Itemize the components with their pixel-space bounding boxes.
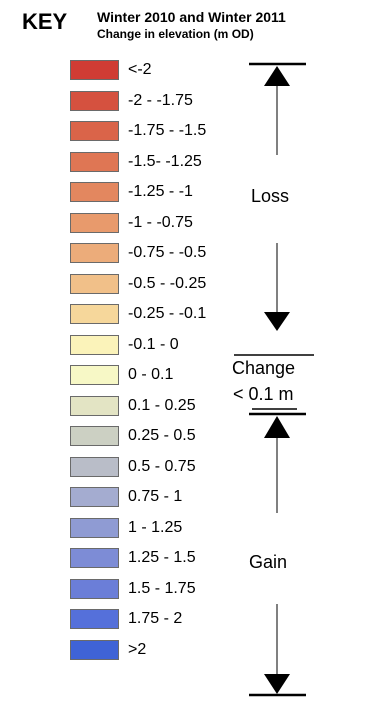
legend-swatch xyxy=(70,304,119,324)
legend-swatch xyxy=(70,273,119,294)
legend-swatch xyxy=(70,151,119,172)
legend-label: 0 - 0.1 xyxy=(128,366,174,383)
legend-label: <-2 xyxy=(128,61,152,78)
legend-swatch xyxy=(70,212,119,233)
legend-label: -0.25 - -0.1 xyxy=(128,305,207,322)
legend-label: 0.1 - 0.25 xyxy=(128,396,196,414)
legend-label: -0.75 - -0.5 xyxy=(128,244,207,261)
gain-down-arrowhead xyxy=(264,674,290,694)
loss-up-arrowhead xyxy=(264,66,290,86)
legend-swatch xyxy=(70,456,119,477)
legend-swatch xyxy=(70,487,119,507)
legend-label: -1.75 - -1.5 xyxy=(128,122,207,139)
legend-swatch xyxy=(70,639,119,660)
legend-label: 1.75 - 2 xyxy=(128,610,183,627)
legend-label: -1 - -0.75 xyxy=(128,213,193,231)
legend-subheading: Change in elevation (m OD) xyxy=(97,27,254,41)
legend-swatch xyxy=(70,548,119,568)
legend-swatch xyxy=(70,578,119,599)
legend-swatch xyxy=(70,90,119,111)
loss-down-arrowhead xyxy=(264,312,290,331)
legend-swatch xyxy=(70,60,119,80)
legend-label: -0.5 - -0.25 xyxy=(128,274,207,292)
loss-label: Loss xyxy=(251,186,290,206)
legend-swatch xyxy=(70,395,119,416)
legend-label: 1.25 - 1.5 xyxy=(128,549,196,566)
legend-label: 1 - 1.25 xyxy=(128,518,183,536)
legend-swatch xyxy=(70,334,119,355)
legend-label: -1.5- -1.25 xyxy=(128,152,202,170)
gain-up-arrowhead xyxy=(264,416,290,438)
legend-label: 0.5 - 0.75 xyxy=(128,457,196,475)
legend-swatch xyxy=(70,426,119,446)
legend-swatch xyxy=(70,609,119,629)
legend-swatch xyxy=(70,182,119,202)
legend-label: -1.25 - -1 xyxy=(128,183,193,200)
change-threshold-label: < 0.1 m xyxy=(233,384,294,404)
legend-label: >2 xyxy=(128,640,147,658)
legend-label: 0.25 - 0.5 xyxy=(128,427,196,444)
legend-swatch xyxy=(70,121,119,141)
legend-swatch xyxy=(70,365,119,385)
legend-heading: Winter 2010 and Winter 2011 xyxy=(97,9,286,25)
change-label: Change xyxy=(232,358,296,378)
legend-swatch xyxy=(70,243,119,263)
gain-label: Gain xyxy=(249,552,288,572)
legend-label: 0.75 - 1 xyxy=(128,488,183,505)
legend-label: -2 - -1.75 xyxy=(128,91,193,109)
legend-label: 1.5 - 1.75 xyxy=(128,579,196,597)
legend-swatch xyxy=(70,517,119,538)
key-title: KEY xyxy=(22,9,68,34)
legend-label: -0.1 - 0 xyxy=(128,335,179,353)
